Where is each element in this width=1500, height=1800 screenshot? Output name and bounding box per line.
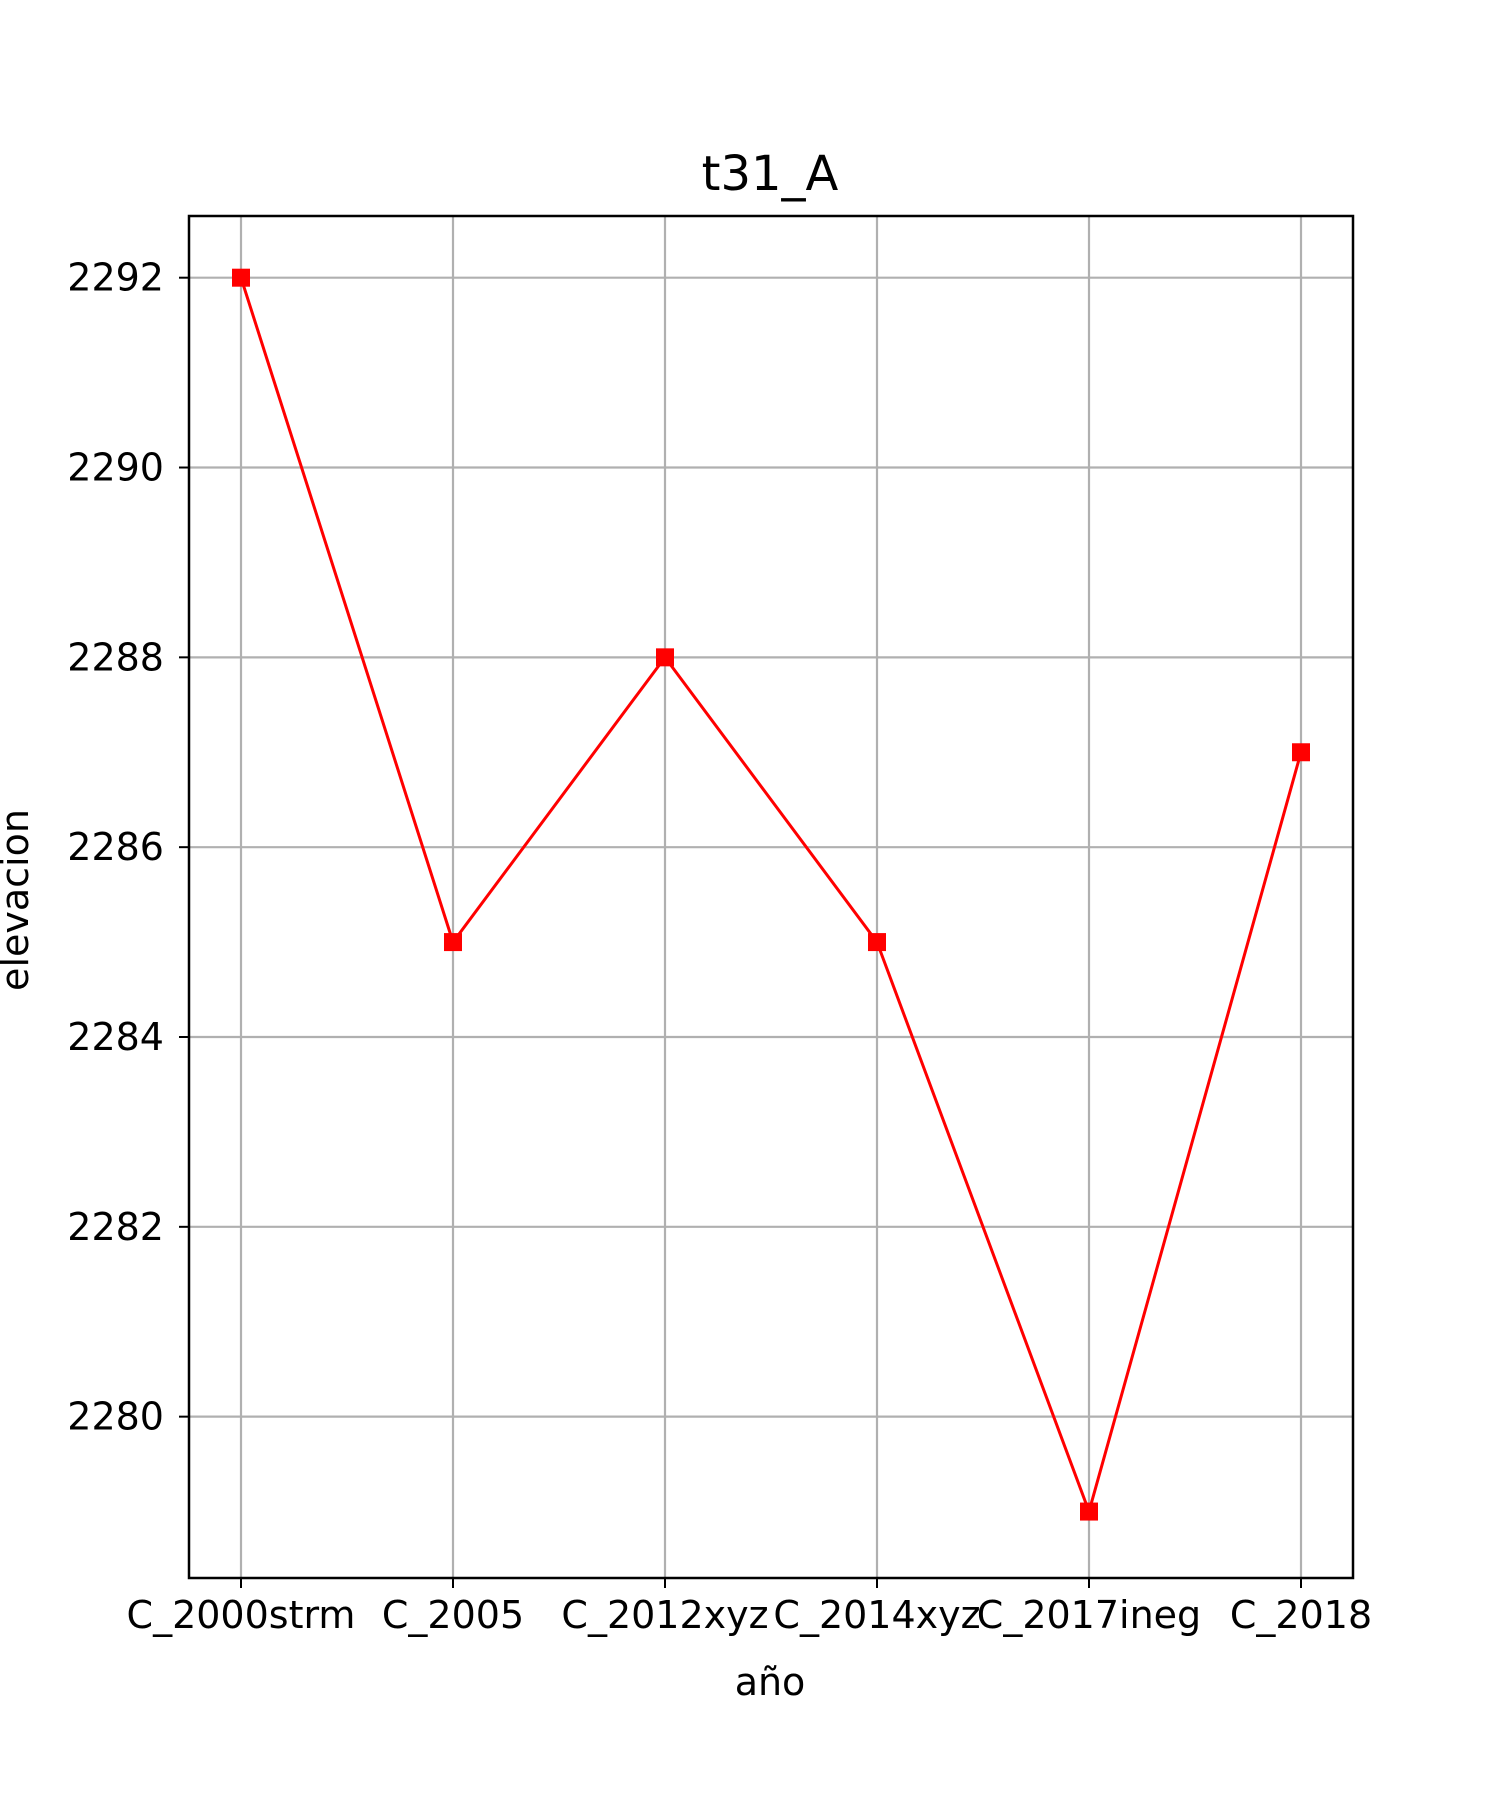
series-layer — [232, 268, 1310, 1521]
plot-frame — [187, 214, 1355, 1580]
y-tick-label: 2286 — [67, 825, 164, 869]
x-tick-label: C_2000strm — [127, 1593, 356, 1637]
y-tick-label: 2284 — [67, 1015, 164, 1059]
x-tick-label: C_2018 — [1230, 1593, 1372, 1637]
y-tick-label: 2280 — [67, 1395, 164, 1439]
data-point — [1292, 743, 1310, 762]
y-tick-label: 2292 — [67, 256, 164, 300]
data-point — [444, 933, 462, 952]
x-tick-label: C_2012xyz — [561, 1593, 768, 1637]
data-point — [1080, 1502, 1098, 1521]
chart-title: t31_A — [702, 146, 839, 202]
x-tick-label: C_2014xyz — [773, 1593, 980, 1637]
grid — [189, 216, 1353, 1578]
y-tick-label: 2282 — [67, 1205, 164, 1249]
data-point — [232, 268, 250, 287]
y-tick-label: 2288 — [67, 635, 164, 679]
x-tick-label: C_2005 — [382, 1593, 524, 1637]
data-point — [868, 933, 886, 952]
series-line — [239, 277, 1303, 1517]
y-tick-label: 2290 — [67, 446, 164, 490]
x-axis-label: año — [735, 1660, 806, 1704]
ticks: 2280 2282 2284 2286 2288 2290 2292 C_2000strm C_… — [67, 256, 1372, 1637]
y-axis-label: elevacion — [0, 809, 37, 991]
x-tick-label: C_2017ineg — [977, 1593, 1201, 1637]
data-point — [656, 648, 674, 667]
